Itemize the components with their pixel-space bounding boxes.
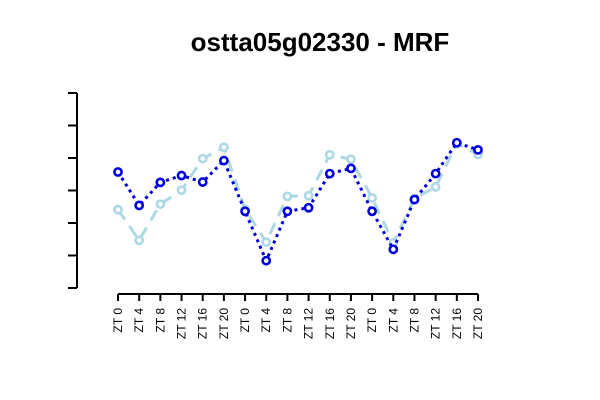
data-point (282, 206, 293, 217)
x-tick-label: ZT 12 (302, 308, 316, 339)
x-tick-label: ZT 20 (217, 308, 231, 339)
x-tick-label: ZT 12 (175, 308, 189, 339)
chart-title: ostta05g02330 - MRF (191, 27, 450, 57)
x-tick-label: ZT 16 (196, 308, 210, 339)
data-point (218, 142, 229, 153)
data-point (218, 155, 229, 166)
data-point (155, 177, 166, 188)
x-tick-label: ZT 20 (471, 308, 485, 339)
data-point (430, 168, 441, 179)
data-point (451, 137, 462, 148)
data-point (324, 168, 335, 179)
data-point (367, 206, 378, 217)
data-point (409, 194, 420, 205)
data-point (240, 206, 250, 217)
data-point (346, 163, 356, 174)
x-tick-label: ZT 0 (238, 308, 252, 333)
data-point (324, 149, 335, 160)
data-point (134, 235, 145, 246)
data-point (303, 202, 314, 213)
data-point (346, 154, 356, 165)
x-tick-label: ZT 16 (450, 308, 464, 339)
x-tick-label: ZT 20 (344, 308, 358, 339)
data-point (282, 191, 293, 202)
x-tick-label: ZT 0 (111, 308, 125, 333)
data-point (197, 153, 208, 164)
series-line (116, 140, 479, 265)
series-1 (113, 138, 483, 248)
x-tick-label: ZT 4 (259, 308, 273, 333)
x-tick-label: ZT 4 (386, 308, 400, 333)
data-point (176, 185, 187, 196)
data-point (261, 255, 272, 266)
data-point (155, 199, 166, 210)
data-point (367, 193, 378, 203)
data-point (261, 237, 272, 248)
data-point (388, 244, 399, 255)
data-point (197, 177, 208, 187)
data-point (473, 144, 483, 155)
x-tick-label: ZT 4 (132, 308, 146, 333)
x-tick-label: ZT 0 (365, 308, 379, 333)
data-point (176, 170, 187, 181)
x-axis: ZT 0 ZT 4 ZT 8 ZT 12 ZT 16 ZT 20 ZT 0 ZT 4 ZT 8 Z… (111, 293, 485, 339)
x-tick-label: ZT 16 (323, 308, 337, 339)
data-point (113, 204, 123, 215)
data-point (303, 190, 314, 201)
series-line (116, 141, 479, 247)
x-tick-label: ZT 8 (280, 308, 294, 333)
x-tick-label: ZT 12 (429, 308, 443, 339)
x-tick-label: ZT 8 (153, 308, 167, 333)
series-0 (113, 137, 483, 266)
data-point (430, 182, 441, 192)
y-axis (68, 92, 78, 289)
x-tick-label: ZT 8 (407, 308, 421, 333)
data-point (134, 200, 145, 211)
series-layer (113, 137, 483, 266)
data-point (113, 167, 123, 177)
